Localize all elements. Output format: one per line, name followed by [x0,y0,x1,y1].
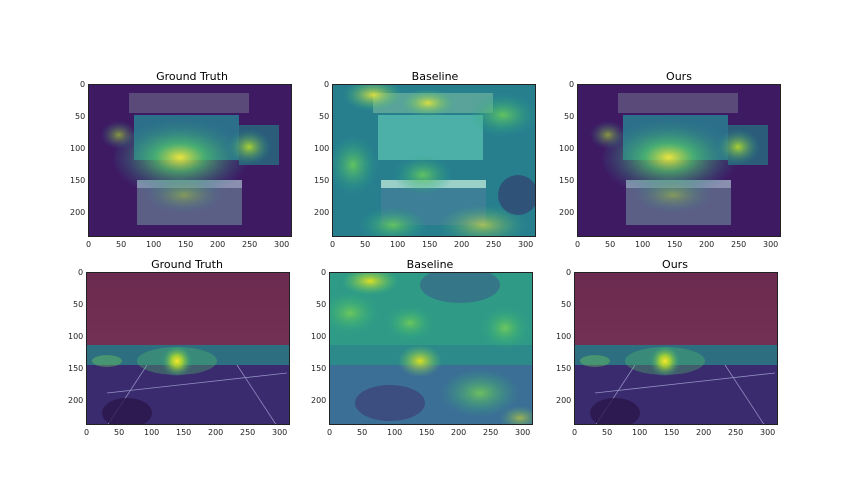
x-tick: 0 [327,428,333,437]
y-tick: 0 [324,80,330,89]
x-tick: 100 [144,428,160,437]
x-tick: 150 [667,240,683,249]
panel-title: Baseline [411,70,459,83]
x-tick: 100 [387,428,403,437]
y-tick: 0 [321,268,327,277]
tennis-heatmap-image [329,272,533,425]
y-tick: 100 [70,144,86,153]
y-tick: 0 [78,268,84,277]
y-tick: 50 [73,300,84,309]
x-tick: 250 [728,428,744,437]
x-tick: 100 [632,428,648,437]
x-tick: 0 [575,240,581,249]
x-tick: 150 [419,428,435,437]
x-tick: 200 [210,240,226,249]
y-tick: 0 [80,80,86,89]
x-tick: 300 [272,428,288,437]
x-tick: 250 [483,428,499,437]
tennis-heatmap-image [86,272,290,425]
x-tick: 200 [451,428,467,437]
kitchen-heatmap-image [577,84,781,237]
kitchen-heatmap-image [88,84,292,237]
x-tick: 50 [605,240,616,249]
x-tick: 50 [116,240,127,249]
x-tick: 150 [176,428,192,437]
y-tick: 50 [316,300,327,309]
x-tick: 150 [178,240,194,249]
x-tick: 50 [357,428,368,437]
y-tick: 100 [314,144,330,153]
y-tick: 100 [556,332,572,341]
x-tick: 200 [454,240,470,249]
y-tick: 50 [319,112,330,121]
y-tick: 150 [68,364,84,373]
y-tick: 200 [70,208,86,217]
panel-title: Ours [662,258,688,271]
x-tick: 150 [664,428,680,437]
x-tick: 250 [486,240,502,249]
x-tick: 50 [114,428,125,437]
x-tick: 0 [84,428,90,437]
x-tick: 50 [360,240,371,249]
x-tick: 0 [86,240,92,249]
panel-title: Ground Truth [156,70,228,83]
panel-title: Baseline [406,258,454,271]
panel-title: Ground Truth [151,258,223,271]
y-tick: 150 [311,364,327,373]
x-tick: 100 [146,240,162,249]
y-tick: 200 [314,208,330,217]
x-tick: 250 [242,240,258,249]
x-tick: 0 [330,240,336,249]
x-tick: 300 [763,240,779,249]
y-tick: 200 [68,396,84,405]
x-tick: 300 [515,428,531,437]
x-tick: 100 [635,240,651,249]
y-tick: 150 [70,176,86,185]
x-tick: 150 [422,240,438,249]
x-tick: 300 [274,240,290,249]
x-tick: 250 [240,428,256,437]
y-tick: 100 [311,332,327,341]
y-tick: 100 [68,332,84,341]
y-tick: 150 [556,364,572,373]
x-tick: 100 [390,240,406,249]
y-tick: 50 [564,112,575,121]
x-tick: 200 [696,428,712,437]
y-tick: 100 [559,144,575,153]
x-tick: 250 [731,240,747,249]
y-tick: 50 [75,112,86,121]
y-tick: 200 [311,396,327,405]
x-tick: 200 [699,240,715,249]
x-tick: 300 [760,428,776,437]
y-tick: 150 [559,176,575,185]
y-tick: 200 [559,208,575,217]
kitchen-heatmap-image [332,84,536,237]
tennis-heatmap-image [574,272,778,425]
y-tick: 50 [561,300,572,309]
panel-title: Ours [666,70,692,83]
x-tick: 300 [518,240,534,249]
y-tick: 150 [314,176,330,185]
x-tick: 0 [572,428,578,437]
x-tick: 200 [208,428,224,437]
y-tick: 0 [566,268,572,277]
x-tick: 50 [602,428,613,437]
y-tick: 200 [556,396,572,405]
y-tick: 0 [569,80,575,89]
